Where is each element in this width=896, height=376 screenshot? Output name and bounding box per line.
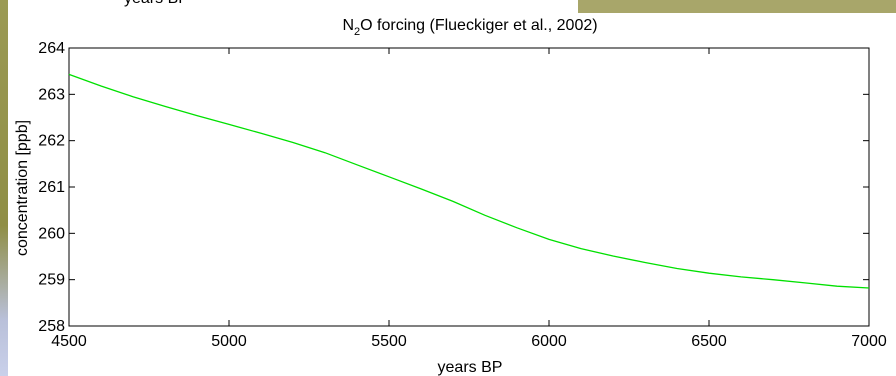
y-axis-label: concentration [ppb] (14, 120, 31, 256)
plot-area (68, 47, 870, 327)
y-axis: 258 259 260 261 262 263 264 (38, 40, 869, 335)
previous-panel-xlabel: years BP (124, 0, 189, 8)
x-axis-label: years BP (438, 359, 503, 376)
n2o-series-line (68, 73, 870, 289)
x-axis: 4500 5000 5500 6000 6500 7000 (51, 48, 887, 350)
x-tick-label: 4500 (51, 333, 87, 350)
x-tick-label: 5000 (211, 333, 247, 350)
y-tick-label: 264 (38, 40, 65, 57)
y-tick-label: 259 (38, 272, 65, 289)
y-tick-label: 258 (38, 318, 65, 335)
x-tick-label: 5500 (371, 333, 407, 350)
y-tick-label: 260 (38, 225, 65, 242)
x-tick-label: 7000 (851, 333, 887, 350)
x-tick-label: 6000 (531, 333, 567, 350)
y-tick-label: 262 (38, 133, 65, 150)
slide-left-decoration (0, 0, 8, 376)
slide-top-decoration (578, 0, 896, 13)
plot-frame (68, 47, 870, 327)
y-tick-label: 261 (38, 179, 65, 196)
chart-title: N2O forcing (Flueckiger et al., 2002) (342, 17, 597, 38)
x-tick-label: 6500 (691, 333, 727, 350)
y-tick-label: 263 (38, 86, 65, 103)
